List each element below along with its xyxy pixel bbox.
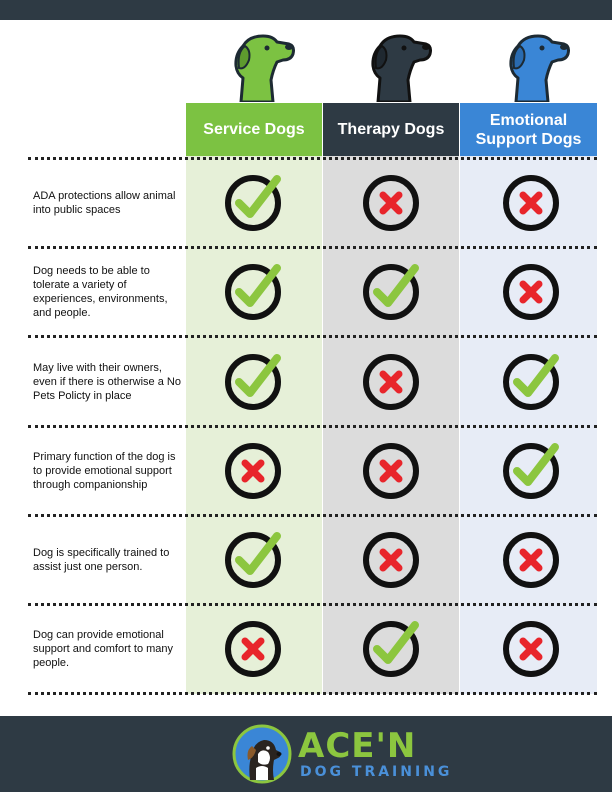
row-divider (28, 425, 597, 428)
brand-name: ACE'N (298, 726, 417, 766)
check-icon (225, 264, 281, 320)
row-divider (28, 246, 597, 249)
check-icon (503, 443, 559, 499)
cross-icon (225, 443, 281, 499)
cross-icon (363, 175, 419, 231)
cross-icon (503, 175, 559, 231)
check-icon (225, 354, 281, 410)
row-label-tolerate-variety: Dog needs to be able to tolerate a varie… (33, 265, 168, 319)
row-label-emotional-support-function: Primary function of the dog is to provid… (33, 451, 176, 491)
row-label-comfort-many-people: Dog can provide emotional support and co… (33, 629, 174, 669)
cross-icon (363, 532, 419, 588)
service-dogs-header-label: Service Dogs (203, 121, 305, 138)
check-icon (503, 354, 559, 410)
blue-dog-head-icon (509, 34, 570, 102)
row-divider (28, 514, 597, 517)
row-label-trained-one-person: Dog is specifically trained to assist ju… (33, 547, 170, 573)
row-divider (28, 692, 597, 695)
cross-icon (503, 621, 559, 677)
footer (0, 716, 612, 792)
cross-icon (503, 264, 559, 320)
check-icon (363, 621, 419, 677)
row-divider (28, 157, 597, 160)
row-label-ada-protections: ADA protections allow animal into public… (33, 190, 176, 216)
check-icon (363, 264, 419, 320)
cross-icon (225, 621, 281, 677)
row-divider (28, 603, 597, 606)
black-dog-head-icon (371, 34, 432, 102)
service-dogs-header: Service Dogs (186, 103, 322, 156)
row-divider (28, 335, 597, 338)
cross-icon (503, 532, 559, 588)
therapy-dogs-header: Therapy Dogs (323, 103, 459, 156)
cross-icon (363, 443, 419, 499)
emotional-support-dogs-header-label: Emotional Support Dogs (475, 111, 582, 148)
check-icon (225, 175, 281, 231)
brand-subtitle: DOG TRAINING (300, 764, 453, 780)
row-label-no-pets-policy: May live with their owners, even if ther… (33, 361, 181, 402)
cross-icon (363, 354, 419, 410)
therapy-dogs-header-label: Therapy Dogs (337, 121, 445, 138)
emotional-support-dogs-header: Emotional Support Dogs (460, 103, 597, 156)
green-dog-head-icon (234, 34, 295, 102)
top-bar (0, 0, 612, 20)
check-icon (225, 532, 281, 588)
dog-mascot-logo-icon (232, 724, 292, 784)
